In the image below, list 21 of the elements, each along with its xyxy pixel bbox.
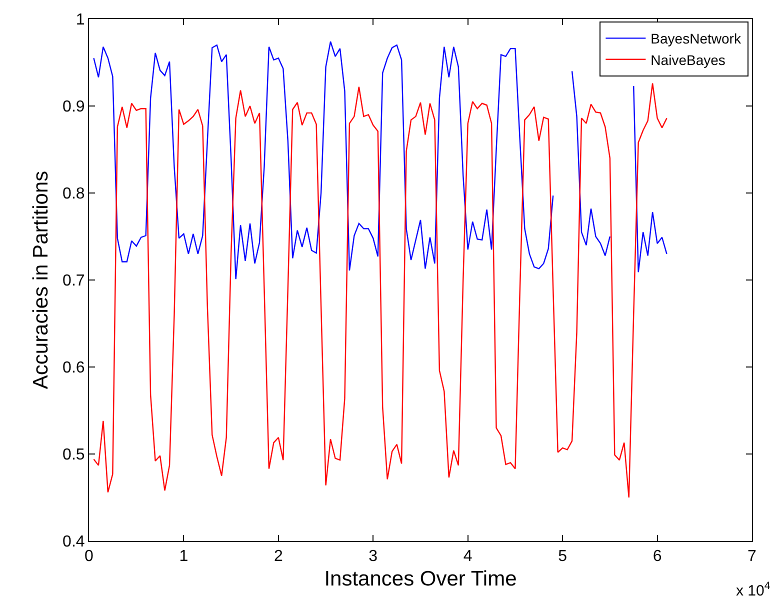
y-tick-label: 0.9: [62, 98, 85, 116]
y-tick-label: 1: [76, 12, 85, 29]
y-tick-label: 0.6: [62, 360, 85, 377]
x-tick-label: 5: [558, 548, 568, 566]
x-tick-label: 6: [652, 548, 662, 566]
x-tick-label: 1: [179, 548, 188, 566]
legend-label: NaiveBayes: [650, 52, 726, 68]
y-tick-label: 0.7: [62, 272, 85, 290]
x-axis-title: Instances Over Time: [324, 567, 517, 590]
x-tick-label: 2: [274, 548, 283, 566]
legend-label: BayesNetwork: [650, 30, 742, 47]
y-axis-title: Accuracies in Partitions: [30, 170, 53, 390]
x-tick-label: 7: [748, 548, 757, 566]
text: x 10$^{4}$: [736, 580, 770, 600]
x-tick-label: 4: [463, 548, 472, 566]
x-tick-label: 0: [84, 548, 94, 566]
y-tick-label: 0.8: [62, 186, 85, 203]
y-tick-label: 0.5: [62, 446, 85, 464]
x-tick-label: 3: [368, 548, 378, 566]
line-series: [93, 82, 668, 498]
y-tick-label: 0.4: [62, 534, 85, 551]
